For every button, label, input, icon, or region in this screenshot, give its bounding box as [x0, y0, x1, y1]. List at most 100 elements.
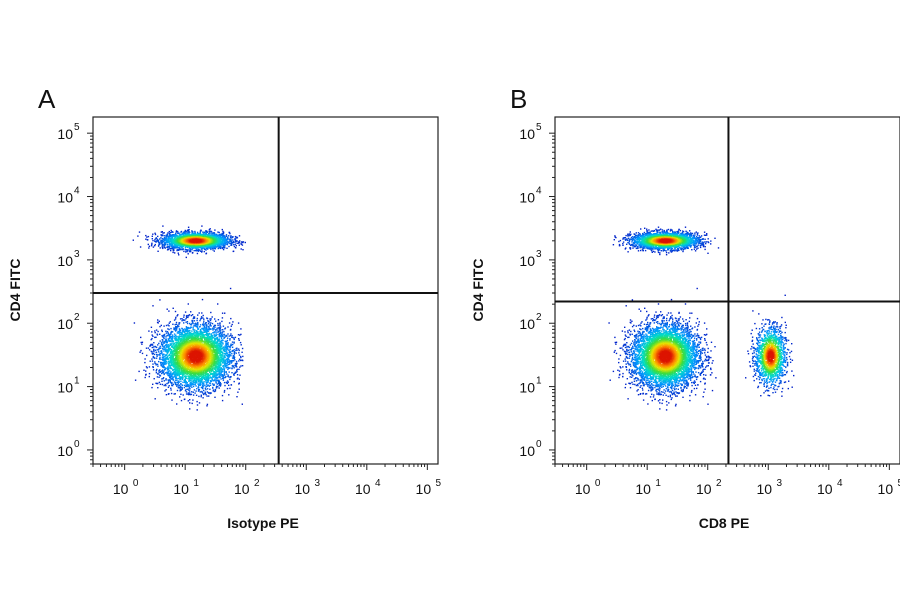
event-dot [216, 383, 218, 385]
event-dot [170, 387, 172, 389]
event-dot [163, 246, 165, 248]
event-dot [194, 324, 197, 326]
event-dot [168, 345, 171, 347]
event-dot [170, 371, 172, 373]
event-dot [228, 351, 230, 354]
event-dot [163, 336, 165, 339]
event-dot [171, 335, 174, 338]
event-dot [208, 329, 210, 331]
event-dot [227, 242, 229, 245]
event-dot [191, 330, 193, 332]
event-dot [164, 368, 166, 371]
event-dot [171, 383, 173, 385]
event-dot [158, 351, 160, 353]
event-dot [172, 247, 174, 249]
event-dot [223, 362, 225, 364]
event-dot [236, 237, 239, 239]
event-dot [161, 330, 163, 333]
event-dot [193, 249, 195, 252]
event-dot [155, 237, 157, 240]
event-dot [217, 322, 219, 325]
event-dot [167, 344, 170, 346]
event-dot [223, 353, 225, 355]
event-dot [179, 328, 181, 330]
event-dot [233, 245, 236, 248]
event-dot [224, 359, 226, 361]
event-dot [148, 247, 150, 249]
event-dot [203, 325, 205, 327]
event-dot [215, 376, 217, 379]
event-dot [192, 381, 195, 383]
event-dot [189, 386, 191, 388]
event-dot [174, 337, 176, 339]
event-dot [203, 375, 205, 378]
event-dot [216, 377, 218, 379]
event-dot [167, 367, 170, 369]
event-dot [229, 353, 231, 356]
event-dot [174, 368, 176, 371]
event-dot [218, 381, 220, 384]
event-dot [190, 377, 192, 379]
event-dot [194, 230, 196, 233]
event-dot [194, 380, 197, 383]
event-dot [171, 373, 174, 376]
event-dot [170, 376, 172, 379]
event-dot [205, 252, 208, 254]
event-dot [184, 319, 186, 321]
event-dot [222, 346, 224, 349]
event-dot [161, 329, 163, 331]
event-dot [169, 375, 171, 377]
event-dot [176, 326, 178, 329]
event-dot [156, 376, 159, 378]
event-dot [181, 328, 183, 330]
event-dot [178, 238, 181, 240]
event-dot [218, 334, 220, 336]
event-dot [162, 354, 164, 357]
event-dot [201, 312, 203, 314]
event-dot [156, 238, 158, 240]
event-dot [229, 236, 232, 239]
event-dot [181, 384, 184, 386]
event-dot [196, 247, 198, 249]
event-dot [173, 246, 176, 248]
event-dot [206, 325, 208, 327]
event-dot [228, 238, 230, 240]
event-dot [216, 243, 218, 246]
event-dot [163, 363, 165, 366]
event-dot [231, 360, 234, 362]
event-dot [215, 375, 217, 377]
event-dot [219, 384, 221, 386]
event-dot [169, 381, 172, 383]
event-dot [221, 399, 224, 402]
event-dot [153, 245, 156, 247]
event-dot [171, 384, 173, 387]
event-dot [231, 346, 234, 348]
event-dot [159, 352, 161, 354]
event-dot [168, 374, 170, 376]
event-dot [228, 346, 230, 348]
event-dot [174, 329, 176, 331]
event-dot [216, 373, 219, 375]
event-dot [231, 353, 233, 355]
event-dot [207, 232, 210, 235]
event-dot [220, 331, 222, 334]
event-dot [151, 334, 153, 336]
event-dot [221, 234, 223, 236]
event-dot [151, 337, 153, 340]
event-dot [148, 366, 151, 368]
event-dot [222, 376, 225, 378]
event-dot [223, 240, 225, 242]
event-dot [214, 234, 216, 237]
event-dot [220, 334, 223, 336]
event-dot [156, 334, 159, 336]
event-dot [182, 377, 184, 379]
event-dot [178, 335, 180, 338]
event-dot [174, 247, 176, 249]
event-dot [198, 383, 200, 385]
event-dot [202, 397, 204, 399]
event-dot [238, 352, 240, 354]
event-dot [219, 324, 221, 327]
event-dot [168, 232, 171, 235]
event-dot [227, 358, 230, 360]
event-dot [214, 335, 216, 337]
